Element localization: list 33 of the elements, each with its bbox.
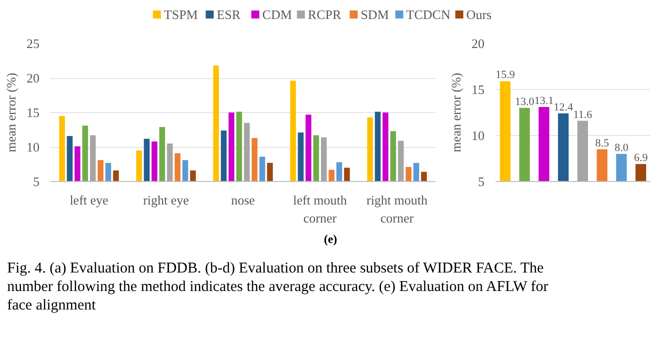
caption: Fig. 4. (a) Evaluation on FDDB. (b-d) Evaluation on three subsets of WIDER FACE. The number following the method indicates the average accuracy. (e) Evaluation on AFLW for face alignment [7, 260, 548, 314]
legend-label: TCDCN [406, 7, 451, 22]
y-tick-label: 5 [478, 174, 484, 189]
data-label: 8.5 [595, 137, 610, 150]
data-label: 12.4 [554, 101, 574, 114]
legend-label: CDM [262, 7, 292, 22]
y-tick-label: 25 [26, 36, 40, 51]
data-label: 8.0 [614, 142, 629, 154]
x-tick-label: right mouth corner [366, 192, 428, 226]
y-axis-title: mean error (%) [448, 72, 464, 152]
legend-label: Ours [466, 7, 492, 22]
x-tick-label: nose [231, 192, 256, 208]
y-tick-label: 10 [26, 140, 40, 154]
data-label: 11.6 [573, 108, 593, 121]
y-tick-label: 15 [472, 82, 484, 97]
x-tick-label: right eye [143, 192, 190, 208]
legend-label: ESR [216, 7, 241, 22]
legend-label: TSPM [164, 7, 198, 22]
y-axis-title: mean error (%) [4, 72, 18, 152]
data-label: 6.9 [634, 152, 648, 164]
data-label: 15.9 [496, 69, 516, 82]
legend-label: RCPR [308, 7, 342, 22]
legend-label: SDM [360, 7, 390, 22]
y-tick-label: 20 [472, 36, 484, 51]
text: (e) [324, 232, 338, 246]
data-label: 13.0 [514, 96, 535, 108]
x-tick-label: left eye [70, 192, 109, 208]
data-label: 13.1 [534, 94, 554, 107]
x-tick-label: left mouth corner [293, 192, 348, 226]
y-tick-label: 5 [33, 174, 40, 189]
y-tick-label: 20 [26, 70, 40, 86]
y-tick-label: 10 [472, 128, 484, 143]
y-tick-label: 15 [26, 105, 40, 120]
